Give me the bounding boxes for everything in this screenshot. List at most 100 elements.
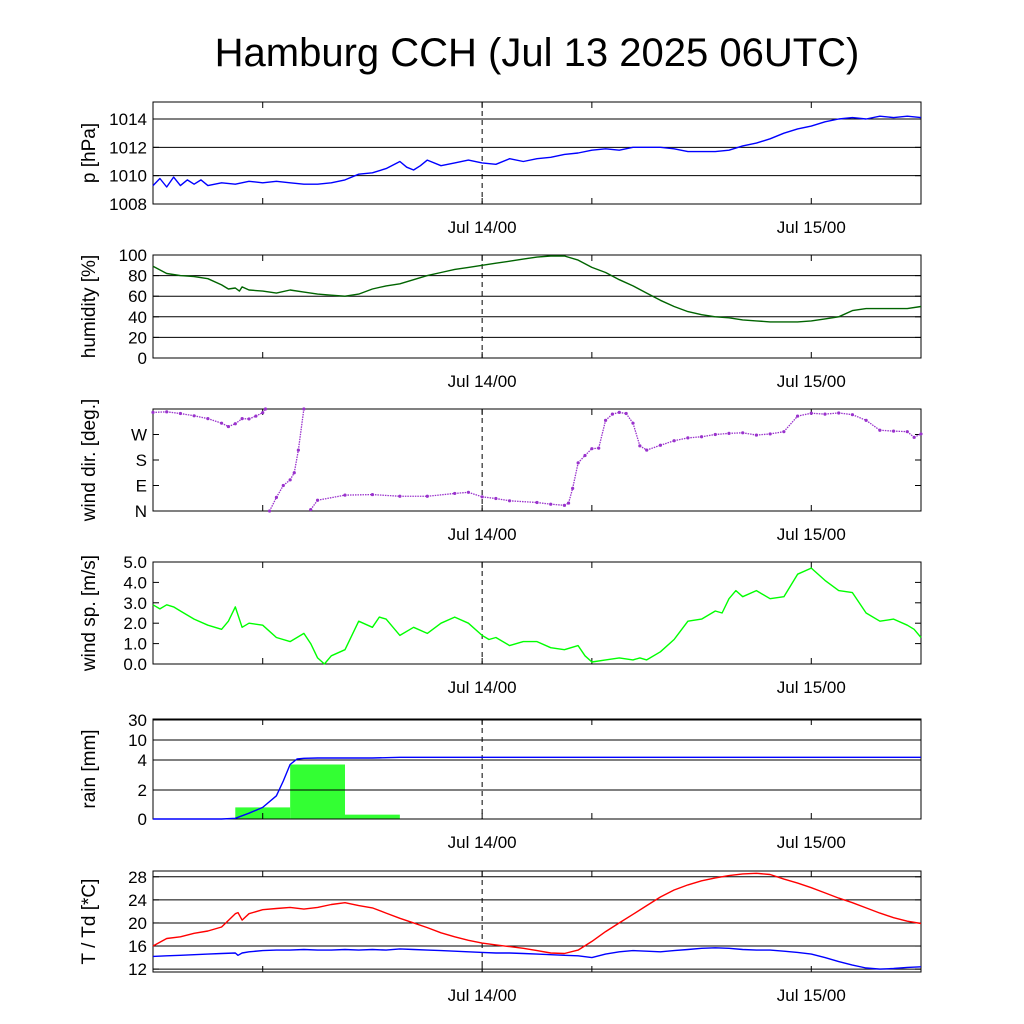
wind-dir-segment-23 xyxy=(344,493,373,496)
wind-dir-segment-24 xyxy=(372,493,400,497)
wind-dir-segment-40 xyxy=(598,420,607,449)
ytick-label-rain-4: 30 xyxy=(128,711,147,730)
wind-dir-segment-39 xyxy=(591,447,599,450)
ytick-label-humidity-5: 100 xyxy=(119,246,147,265)
ytick-label-wind_speed-1: 1.0 xyxy=(123,635,147,654)
wind-dir-segment-55 xyxy=(756,433,771,436)
xtick-label-wind_direction-1: Jul 15/00 xyxy=(777,525,846,544)
wind-dir-segment-16 xyxy=(282,479,291,487)
wind-dir-segment-22 xyxy=(317,494,346,501)
frame-temperature_dewpoint xyxy=(152,870,922,973)
humidity-line xyxy=(152,255,922,323)
ytick-label-rain-3: 10 xyxy=(128,731,147,750)
ytick-label-wind_speed-0: 0.0 xyxy=(123,655,147,674)
wind-dir-segment-11 xyxy=(255,412,264,417)
wind-dir-segment-28 xyxy=(468,491,483,498)
wind-dir-segment-67 xyxy=(913,433,922,438)
pressure-line xyxy=(152,115,922,188)
wind-dir-segment-14 xyxy=(268,497,278,512)
xtick-label-wind_speed-0: Jul 14/00 xyxy=(448,678,517,697)
wind-dir-segment-30 xyxy=(495,497,510,502)
wind-dir-segment-52 xyxy=(715,432,730,436)
wind-dir-segment-44 xyxy=(625,413,634,424)
wind-dir-segment-64 xyxy=(879,429,894,432)
wind-dir-segment-7 xyxy=(228,423,236,428)
wind-dir-segment-41 xyxy=(605,413,613,421)
ytick-label-humidity-1: 20 xyxy=(128,328,147,347)
panel-temperature_dewpoint: 12 16 20 24 28 Jul 14/00 Jul 15/00 T / Td [*C] xyxy=(79,868,922,1005)
frame-wind_speed xyxy=(152,561,922,665)
ytick-label-wind_speed-2: 2.0 xyxy=(123,614,147,633)
wind-dir-segment-32 xyxy=(536,501,551,505)
ytick-label-wind_speed-5: 5.0 xyxy=(123,553,147,572)
xtick-label-wind_direction-0: Jul 14/00 xyxy=(448,525,517,544)
ytick-label-rain-0: 0 xyxy=(138,810,147,829)
wind-speed-line xyxy=(152,567,922,665)
ytick-label-humidity-3: 60 xyxy=(128,287,147,306)
wind-dir-segment-53 xyxy=(728,432,743,435)
wind-dir-segment-38 xyxy=(584,448,593,456)
wind-dir-segment-12 xyxy=(262,408,266,414)
panel-wind_speed: 0.01.0 2.03.0 4.05.0 Jul 14/00 Jul 15/00 wind… xyxy=(79,553,922,697)
ytick-label-temperature_dewpoint-3: 24 xyxy=(128,891,147,910)
wind-dir-segment-31 xyxy=(509,500,538,504)
ytick-label-temperature_dewpoint-2: 20 xyxy=(128,914,147,933)
wind-dir-segment-51 xyxy=(701,433,716,438)
ylabel-pressure: p [hPa] xyxy=(79,123,100,183)
wind-dir-segment-6 xyxy=(221,422,229,428)
wind-dir-segment-46 xyxy=(639,445,648,451)
wind-dir-segment-50 xyxy=(687,436,702,439)
ytick-label-pressure-2: 1012 xyxy=(109,138,147,157)
wind-dir-segment-18 xyxy=(293,449,300,473)
chart-title: Hamburg CCH (Jul 13 2025 06UTC) xyxy=(215,31,860,75)
wind-dir-segment-57 xyxy=(783,415,799,433)
ytick-label-wind_direction-3: W xyxy=(131,426,147,445)
ylabel-rain: rain [mm] xyxy=(79,729,100,808)
wind-dir-segment-1 xyxy=(152,411,167,414)
wind-dir-segment-34 xyxy=(564,502,569,506)
xtick-label-pressure-0: Jul 14/00 xyxy=(448,218,517,237)
rain-bar-1 xyxy=(290,764,345,819)
wind-dir-segment-59 xyxy=(811,412,826,415)
ytick-label-rain-1: 2 xyxy=(138,781,147,800)
xtick-label-pressure-1: Jul 15/00 xyxy=(777,218,846,237)
wind-dir-segment-66 xyxy=(906,431,915,438)
wind-dir-segment-10 xyxy=(248,415,257,420)
wind-dir-segment-4 xyxy=(194,415,208,420)
dewpoint-line xyxy=(152,947,922,970)
frame-wind_direction xyxy=(152,408,922,512)
ytick-label-humidity-4: 80 xyxy=(128,267,147,286)
ytick-label-temperature_dewpoint-4: 28 xyxy=(128,868,147,887)
ytick-label-wind_speed-4: 4.0 xyxy=(123,573,147,592)
rain-cumulative-line xyxy=(153,756,921,820)
ylabel-temperature_dewpoint: T / Td [*C] xyxy=(79,879,100,965)
wind-dir-segment-43 xyxy=(619,411,627,415)
wind-dir-segment-62 xyxy=(852,414,867,421)
xtick-label-humidity-0: Jul 14/00 xyxy=(448,372,517,391)
ytick-label-temperature_dewpoint-1: 16 xyxy=(128,937,147,956)
wind-dir-segment-17 xyxy=(289,472,295,481)
ytick-label-wind_direction-1: E xyxy=(136,477,147,496)
ytick-label-wind_direction-0: N xyxy=(135,502,147,521)
wind-dir-segment-33 xyxy=(550,503,565,506)
wind-dir-segment-29 xyxy=(482,496,496,500)
wind-dir-segment-54 xyxy=(742,432,757,436)
panel-pressure: 1008 1010 1012 1014 Jul 14/00 Jul 15/00 p [hPa… xyxy=(79,101,922,237)
xtick-label-temperature_dewpoint-1: Jul 15/00 xyxy=(777,986,846,1005)
ytick-label-humidity-0: 0 xyxy=(138,349,147,368)
rain-bar-2 xyxy=(345,814,400,819)
wind-dir-segment-49 xyxy=(674,437,688,442)
ytick-label-pressure-3: 1014 xyxy=(109,110,147,129)
wind-dir-segment-2 xyxy=(166,411,181,415)
xtick-label-humidity-1: Jul 15/00 xyxy=(777,372,846,391)
xtick-label-rain-1: Jul 15/00 xyxy=(777,833,846,852)
wind-dir-segment-5 xyxy=(207,418,222,424)
ylabel-wind_speed: wind sp. [m/s] xyxy=(79,555,100,672)
wind-dir-segment-47 xyxy=(646,444,661,451)
ytick-label-pressure-1: 1010 xyxy=(109,167,147,186)
wind-dir-segment-61 xyxy=(838,412,853,416)
